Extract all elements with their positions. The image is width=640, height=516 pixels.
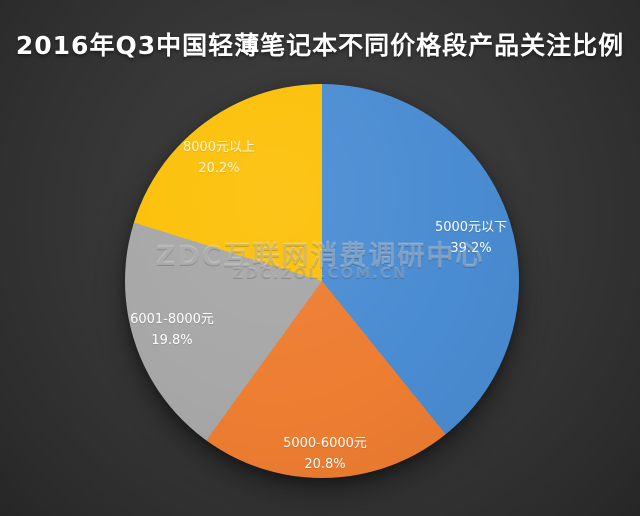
slice-percent: 19.8% [151, 333, 193, 348]
slice-label-under-5000: 5000元以下 39.2% [435, 217, 507, 259]
slice-label-over-8000: 8000元以上 20.2% [183, 137, 255, 179]
slice-label-5000-6000: 5000-6000元 20.8% [283, 433, 367, 475]
chart-title: 2016年Q3中国轻薄笔记本不同价格段产品关注比例 [15, 31, 625, 60]
pie-chart [125, 84, 519, 478]
slice-label-6001-8000: 6001-8000元 19.8% [130, 309, 214, 351]
slice-percent: 39.2% [450, 241, 492, 256]
slice-percent: 20.2% [198, 161, 240, 176]
slice-category: 5000元以下 [434, 220, 508, 235]
slice-percent: 20.8% [304, 457, 346, 472]
slice-category: 6001-8000元 [130, 312, 214, 327]
slice-category: 8000元以上 [182, 140, 256, 155]
slice-category: 5000-6000元 [283, 436, 367, 451]
